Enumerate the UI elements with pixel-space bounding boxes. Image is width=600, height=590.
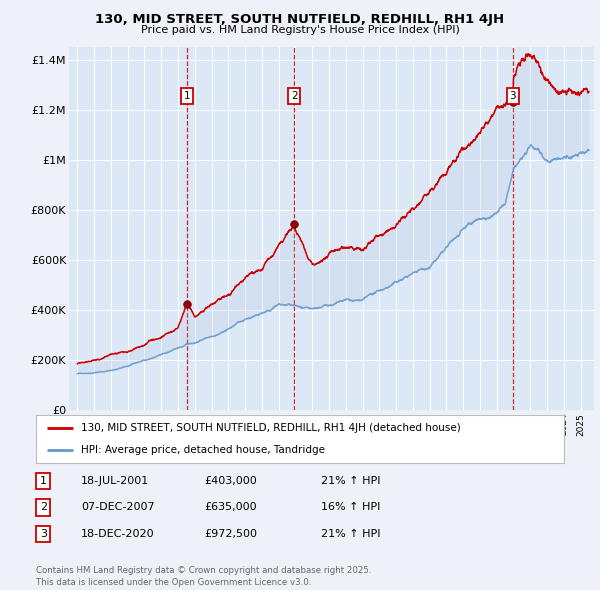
Text: 1: 1 <box>184 91 190 101</box>
Text: £403,000: £403,000 <box>204 476 257 486</box>
Text: 07-DEC-2007: 07-DEC-2007 <box>81 503 155 512</box>
Text: 1: 1 <box>40 476 47 486</box>
Text: 18-DEC-2020: 18-DEC-2020 <box>81 529 155 539</box>
Text: 3: 3 <box>509 91 516 101</box>
Text: 2: 2 <box>40 503 47 512</box>
Text: Contains HM Land Registry data © Crown copyright and database right 2025.
This d: Contains HM Land Registry data © Crown c… <box>36 566 371 587</box>
Text: 18-JUL-2001: 18-JUL-2001 <box>81 476 149 486</box>
Text: 2: 2 <box>291 91 298 101</box>
Text: 21% ↑ HPI: 21% ↑ HPI <box>321 529 380 539</box>
Text: 130, MID STREET, SOUTH NUTFIELD, REDHILL, RH1 4JH: 130, MID STREET, SOUTH NUTFIELD, REDHILL… <box>95 13 505 26</box>
Text: 21% ↑ HPI: 21% ↑ HPI <box>321 476 380 486</box>
Text: £635,000: £635,000 <box>204 503 257 512</box>
Text: 16% ↑ HPI: 16% ↑ HPI <box>321 503 380 512</box>
Text: Price paid vs. HM Land Registry's House Price Index (HPI): Price paid vs. HM Land Registry's House … <box>140 25 460 35</box>
Text: £972,500: £972,500 <box>204 529 257 539</box>
Text: 130, MID STREET, SOUTH NUTFIELD, REDHILL, RH1 4JH (detached house): 130, MID STREET, SOUTH NUTFIELD, REDHILL… <box>81 423 461 433</box>
Text: HPI: Average price, detached house, Tandridge: HPI: Average price, detached house, Tand… <box>81 445 325 455</box>
Text: 3: 3 <box>40 529 47 539</box>
